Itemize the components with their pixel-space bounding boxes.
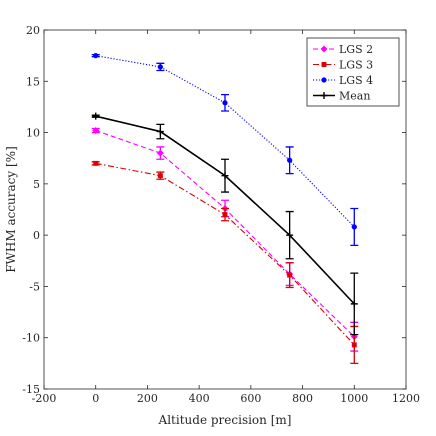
data-point xyxy=(222,212,228,218)
x-tick-label: 600 xyxy=(240,392,261,405)
data-point xyxy=(157,64,164,70)
x-tick-label: -200 xyxy=(32,392,57,405)
data-point xyxy=(92,112,100,120)
x-tick-label: 0 xyxy=(92,392,99,405)
legend-item: LGS 3 xyxy=(313,59,373,72)
data-point xyxy=(351,224,357,230)
data-point xyxy=(221,172,229,180)
y-tick-label: -15 xyxy=(22,383,40,396)
y-tick-label: 15 xyxy=(26,75,40,88)
legend: LGS 2 LGS 3 LGS 4 Mean xyxy=(306,37,400,107)
x-tick-label: 800 xyxy=(292,392,313,405)
data-point xyxy=(351,342,357,348)
y-axis-label: FWHM accuracy [%] xyxy=(4,146,18,273)
x-tick-label: 400 xyxy=(189,392,210,405)
series-lgs-4 xyxy=(91,52,359,247)
x-tick-label: 200 xyxy=(137,392,158,405)
plot-frame xyxy=(43,29,407,390)
series-layer xyxy=(91,52,359,365)
data-point xyxy=(222,100,228,106)
data-point xyxy=(157,173,163,179)
data-point xyxy=(286,231,294,239)
data-point xyxy=(286,157,293,163)
legend-item: LGS 4 xyxy=(313,74,373,87)
data-point xyxy=(156,149,164,157)
y-tick-label: -10 xyxy=(22,332,40,345)
data-point xyxy=(156,128,164,136)
legend-label: LGS 4 xyxy=(339,74,373,87)
y-tick-label: -5 xyxy=(29,280,40,293)
legend-item: Mean xyxy=(313,90,370,103)
legend-marker xyxy=(321,62,327,67)
data-point xyxy=(350,300,358,308)
y-tick-label: 0 xyxy=(33,229,40,242)
data-point xyxy=(93,160,99,166)
y-tick-label: 5 xyxy=(33,178,40,191)
data-point xyxy=(287,272,293,278)
legend-label: Mean xyxy=(339,90,370,103)
legend-item: LGS 2 xyxy=(313,43,373,56)
data-point xyxy=(93,52,99,59)
legend-marker xyxy=(321,77,327,83)
y-tick-label: 20 xyxy=(26,24,40,37)
legend-marker xyxy=(320,92,328,99)
y-tick-label: 10 xyxy=(26,127,40,140)
series-mean xyxy=(91,112,359,336)
series-lgs-3 xyxy=(91,160,359,365)
legend-label: LGS 2 xyxy=(339,43,373,56)
x-axis-label: Altitude precision [m] xyxy=(158,413,292,427)
legend-marker xyxy=(320,45,328,53)
legend-label: LGS 3 xyxy=(339,59,373,72)
x-tick-label: 1000 xyxy=(340,392,368,405)
x-tick-label: 1200 xyxy=(392,392,420,405)
data-point xyxy=(92,126,100,135)
axes-layer: -200 0 200 400 600 800 1000 1200 -15 -10 -5 0 5 10 15 2… xyxy=(22,24,420,405)
